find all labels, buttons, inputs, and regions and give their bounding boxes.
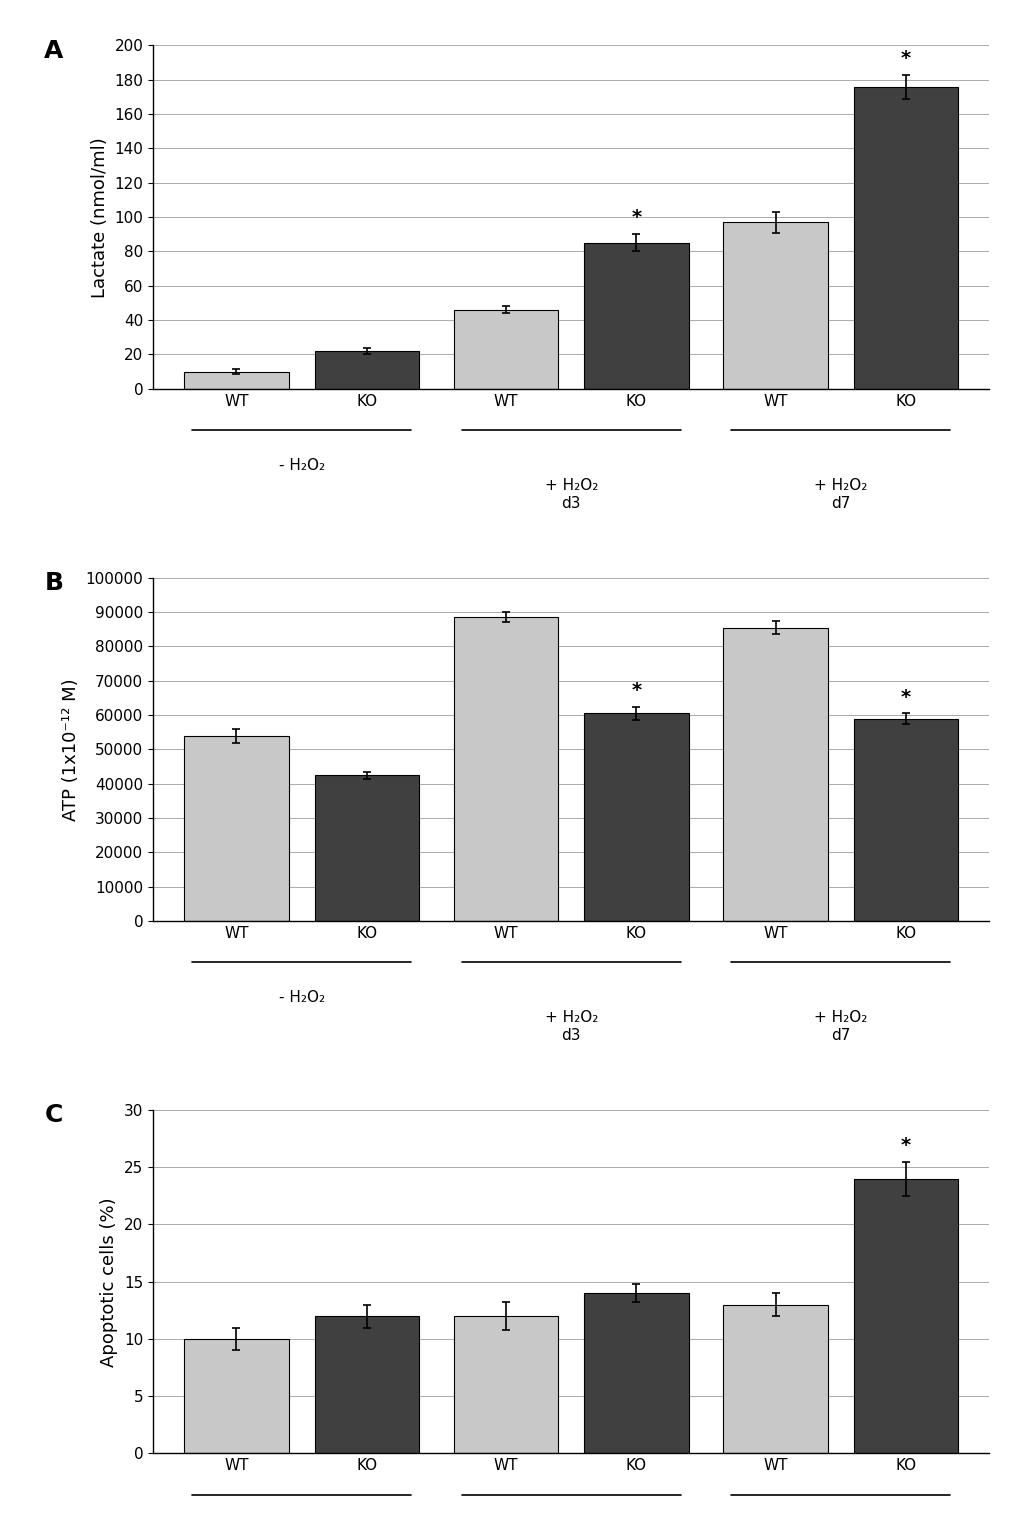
Text: - H₂O₂: - H₂O₂ <box>278 457 324 472</box>
Y-axis label: Lactate (nmol/ml): Lactate (nmol/ml) <box>91 136 109 298</box>
Text: *: * <box>900 687 910 707</box>
Bar <box>722 627 826 921</box>
Text: *: * <box>631 209 641 227</box>
Text: B: B <box>44 571 63 595</box>
Text: + H₂O₂
d7: + H₂O₂ d7 <box>813 478 866 510</box>
Text: *: * <box>900 48 910 68</box>
Bar <box>184 1338 288 1453</box>
Text: + H₂O₂
d3: + H₂O₂ d3 <box>544 1010 597 1043</box>
Text: *: * <box>900 1136 910 1155</box>
Y-axis label: ATP (1x10⁻¹² M): ATP (1x10⁻¹² M) <box>62 678 79 821</box>
Bar <box>315 1316 419 1453</box>
Bar <box>184 371 288 389</box>
Bar <box>453 1316 557 1453</box>
Bar <box>584 242 688 389</box>
Text: + H₂O₂
d7: + H₂O₂ d7 <box>813 1010 866 1043</box>
Bar <box>584 713 688 921</box>
Bar <box>453 310 557 389</box>
Bar <box>853 86 957 389</box>
Text: + H₂O₂
d3: + H₂O₂ d3 <box>544 478 597 510</box>
Bar <box>584 1293 688 1453</box>
Text: C: C <box>44 1104 62 1126</box>
Text: *: * <box>631 681 641 699</box>
Bar <box>853 719 957 921</box>
Text: A: A <box>44 38 63 62</box>
Bar <box>853 1179 957 1453</box>
Bar <box>453 618 557 921</box>
Text: - H₂O₂: - H₂O₂ <box>278 990 324 1005</box>
Bar <box>315 775 419 921</box>
Bar <box>315 351 419 389</box>
Bar <box>722 223 826 389</box>
Bar <box>722 1305 826 1453</box>
Bar <box>184 736 288 921</box>
Y-axis label: Apoptotic cells (%): Apoptotic cells (%) <box>100 1198 118 1367</box>
